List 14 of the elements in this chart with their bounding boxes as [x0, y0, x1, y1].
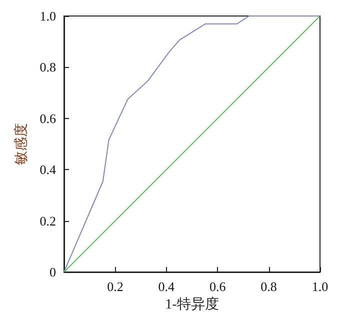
x-tick-label: 0.8	[260, 279, 277, 294]
y-tick-label: 0.8	[40, 60, 56, 75]
y-axis-title: 敏感度	[13, 123, 30, 165]
y-tick-label: 0.6	[40, 110, 56, 126]
x-tick-label: 0.6	[209, 279, 226, 294]
x-tick-label: 0.2	[107, 279, 124, 294]
y-tick-label: 0	[50, 264, 56, 280]
x-axis-title: 1-特异度	[165, 296, 219, 312]
x-tick-label: 1.0	[312, 279, 328, 294]
y-tick-label: 0.2	[40, 213, 56, 228]
y-tick-label: 0.4	[40, 162, 56, 178]
x-tick-label: 0.4	[158, 279, 176, 294]
y-tick-label: 1.0	[40, 8, 56, 24]
line-series	[64, 16, 320, 272]
